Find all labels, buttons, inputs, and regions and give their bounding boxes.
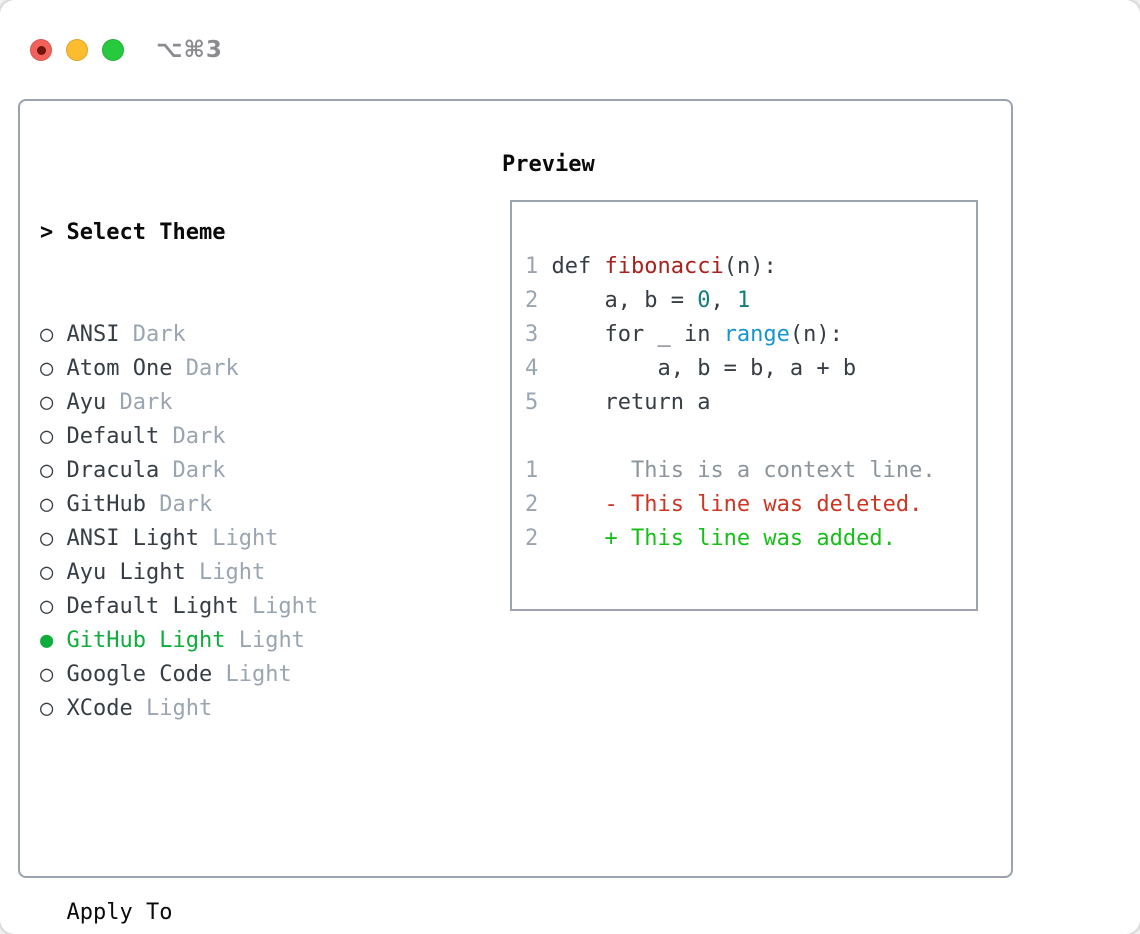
theme-variant: Light [225,662,292,687]
theme-variant: Light [251,594,319,619]
code-token: 1 [736,288,751,313]
radio-icon: ○ [40,662,54,687]
radio-icon: ○ [40,322,54,347]
theme-name: ANSI Light [66,526,199,551]
theme-name: Dracula [66,458,160,483]
theme-select-header: Select Theme [66,220,226,245]
theme-name: XCode [66,696,133,721]
titlebar: ⌥⌘3 [0,0,1140,74]
code-token: , [710,288,737,313]
radio-icon: ○ [40,424,54,449]
code-token: for _ in [551,322,724,347]
theme-option-github[interactable]: ○ GitHub Dark [40,488,502,522]
theme-option-xcode[interactable]: ○ XCode Light [40,692,502,726]
code-token: fibonacci [604,254,724,279]
prompt-icon: > [40,220,54,245]
theme-option-github-light[interactable]: ● GitHub Light Light [40,624,502,658]
preview-header: Preview [502,152,595,177]
theme-name: GitHub Light [66,628,226,653]
code-token: a, b = [551,288,698,313]
theme-select-column: > Select Theme ○ ANSI Dark ○ Atom One Dar… [40,148,502,925]
theme-variant: Light [238,628,305,653]
code-line [525,420,966,454]
code-token: (n): [789,322,843,347]
radio-icon: ○ [40,458,54,483]
line-number: 4 [525,356,552,381]
close-dot-icon [36,45,46,55]
theme-variant: Dark [159,492,213,517]
line-number: 1 [525,458,552,483]
radio-icon: ○ [40,390,54,415]
code-line: 1 This is a context line. [525,454,966,488]
theme-name: Default Light [66,594,239,619]
theme-name: ANSI [66,322,120,347]
code-line: 4 a, b = b, a + b [525,352,966,386]
theme-option-dracula[interactable]: ○ Dracula Dark [40,454,502,488]
code-token: a, b = b, a + b [551,356,857,381]
radio-icon: ○ [40,696,54,721]
theme-option-google-code[interactable]: ○ Google Code Light [40,658,502,692]
theme-variant: Dark [132,322,186,347]
theme-option-default[interactable]: ○ Default Dark [40,420,502,454]
code-line: 2 + This line was added. [525,522,966,556]
theme-list: ○ ANSI Dark ○ Atom One Dark ○ Ayu Dark ○ De… [40,318,502,726]
theme-name: Ayu Light [66,560,186,585]
theme-name: Default [66,424,160,449]
line-number: 1 [525,254,552,279]
theme-select-header-row: > Select Theme [40,216,502,250]
code-token: 0 [697,288,711,313]
theme-option-ayu-light[interactable]: ○ Ayu Light Light [40,556,502,590]
theme-option-ayu[interactable]: ○ Ayu Dark [40,386,502,420]
theme-variant: Light [212,526,279,551]
radio-icon: ○ [40,594,54,619]
code-line: 5 return a [525,386,966,420]
theme-variant: Dark [185,356,239,381]
line-number: 2 [525,288,552,313]
code-line: 2 a, b = 0, 1 [525,284,966,318]
code-token: + This line was added. [551,526,896,551]
theme-name: Ayu [66,390,107,415]
radio-icon: ○ [40,492,54,517]
line-number [525,424,538,449]
zoom-button[interactable] [102,39,124,61]
theme-name: GitHub [66,492,146,517]
line-number: 2 [525,526,552,551]
preview-column: Preview 1 def fibonacci(n): 2 a, b = 0, 1… [502,148,1011,876]
line-number: 2 [525,492,552,517]
theme-name: Atom One [66,356,173,381]
theme-variant: Dark [119,390,173,415]
code-line: 2 - This line was deleted. [525,488,966,522]
radio-icon: ○ [40,356,54,381]
code-token: This is a context line. [551,458,936,483]
radio-icon: ○ [40,526,54,551]
code-line: 3 for _ in range(n): [525,318,966,352]
line-number: 3 [525,322,552,347]
code-token: (n): [723,254,777,279]
code-token: range [723,322,790,347]
main-panel: > Select Theme ○ ANSI Dark ○ Atom One Dar… [18,99,1013,925]
radio-icon: ○ [40,560,54,585]
window-shortcut-label: ⌥⌘3 [156,37,223,63]
radio-selected-icon: ● [40,628,54,653]
theme-option-atom-one[interactable]: ○ Atom One Dark [40,352,502,386]
spacer [40,794,502,828]
theme-option-default-light[interactable]: ○ Default Light Light [40,590,502,624]
code-line: 1 def fibonacci(n): [525,250,966,284]
minimize-button[interactable] [66,39,88,61]
code-token: - This line was deleted. [551,492,923,517]
theme-option-ansi-light[interactable]: ○ ANSI Light Light [40,522,502,556]
theme-variant: Dark [172,424,226,449]
theme-option-ansi[interactable]: ○ ANSI Dark [40,318,502,352]
apply-to-header: Apply To [66,900,173,925]
theme-variant: Light [198,560,266,585]
theme-name: Google Code [66,662,213,687]
theme-variant: Light [145,696,213,721]
close-button[interactable] [30,39,52,61]
code-token: def [551,254,605,279]
theme-variant: Dark [172,458,226,483]
code-token: return a [551,390,711,415]
line-number: 5 [525,390,552,415]
